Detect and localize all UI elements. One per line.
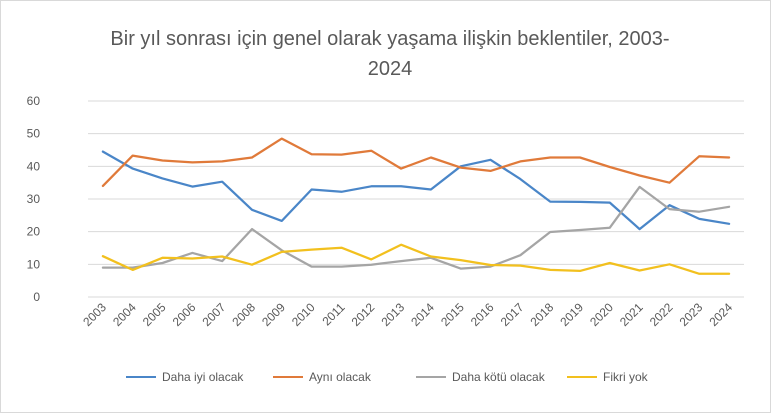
y-tick-label: 10 — [27, 257, 41, 271]
legend-item: Aynı olacak — [273, 367, 371, 387]
x-tick-label: 2010 — [289, 300, 318, 329]
legend-label: Fikri yok — [603, 370, 648, 384]
x-tick-label: 2008 — [229, 300, 258, 329]
x-tick-label: 2004 — [110, 300, 139, 329]
x-tick-label: 2021 — [617, 300, 646, 329]
legend-item: Daha kötü olacak — [416, 367, 545, 387]
x-tick-label: 2013 — [378, 300, 407, 329]
x-tick-label: 2011 — [319, 300, 347, 328]
y-tick-label: 40 — [27, 159, 41, 173]
x-tick-label: 2017 — [498, 300, 527, 329]
legend-swatch — [273, 376, 303, 378]
x-tick-label: 2024 — [706, 300, 735, 329]
grid-lines — [88, 100, 744, 298]
x-tick-label: 2015 — [438, 300, 467, 329]
x-tick-label: 2006 — [170, 300, 199, 329]
legend-item: Fikri yok — [567, 367, 648, 387]
series-line-4 — [101, 243, 731, 275]
y-tick-label: 20 — [27, 225, 41, 239]
x-tick-label: 2022 — [647, 300, 676, 329]
chart-title-line-1: Bir yıl sonrası için genel olarak yaşama… — [110, 28, 670, 50]
x-tick-label: 2009 — [259, 300, 288, 329]
y-tick-label: 30 — [27, 192, 41, 206]
x-tick-label: 2014 — [408, 300, 437, 329]
x-axis-ticks: 2003 2004 2005 2006 2007 2008 2009 2010 2011 2012… — [80, 300, 735, 329]
legend-swatch — [567, 376, 597, 378]
y-axis-ticks: 0 10 20 30 40 50 60 — [27, 94, 41, 304]
x-tick-label: 2003 — [80, 300, 109, 329]
legend-label: Aynı olacak — [309, 370, 371, 384]
y-tick-label: 60 — [27, 94, 41, 108]
legend-swatch — [126, 376, 156, 378]
chart-title: Bir yıl sonrası için genel olarak yaşama… — [40, 24, 740, 84]
legend-item: Daha iyi olacak — [126, 367, 243, 387]
series-lines — [101, 137, 731, 275]
x-tick-label: 2005 — [140, 300, 169, 329]
legend: Daha iyi olacak Aynı olacak Daha kötü olac… — [0, 367, 771, 387]
x-tick-label: 2018 — [528, 300, 557, 329]
legend-swatch — [416, 376, 446, 378]
series-line-1 — [101, 150, 731, 231]
x-tick-label: 2023 — [677, 300, 706, 329]
x-tick-label: 2020 — [587, 300, 616, 329]
series-line-2 — [101, 137, 731, 188]
chart-title-line-2: 2024 — [367, 58, 413, 80]
x-tick-label: 2007 — [200, 300, 229, 329]
legend-label: Daha iyi olacak — [162, 370, 244, 384]
x-tick-label: 2019 — [557, 300, 586, 329]
y-tick-label: 50 — [27, 127, 41, 141]
x-tick-label: 2012 — [349, 300, 378, 329]
legend-label: Daha kötü olacak — [452, 370, 545, 384]
x-tick-label: 2016 — [468, 300, 497, 329]
y-tick-label: 0 — [33, 290, 40, 304]
